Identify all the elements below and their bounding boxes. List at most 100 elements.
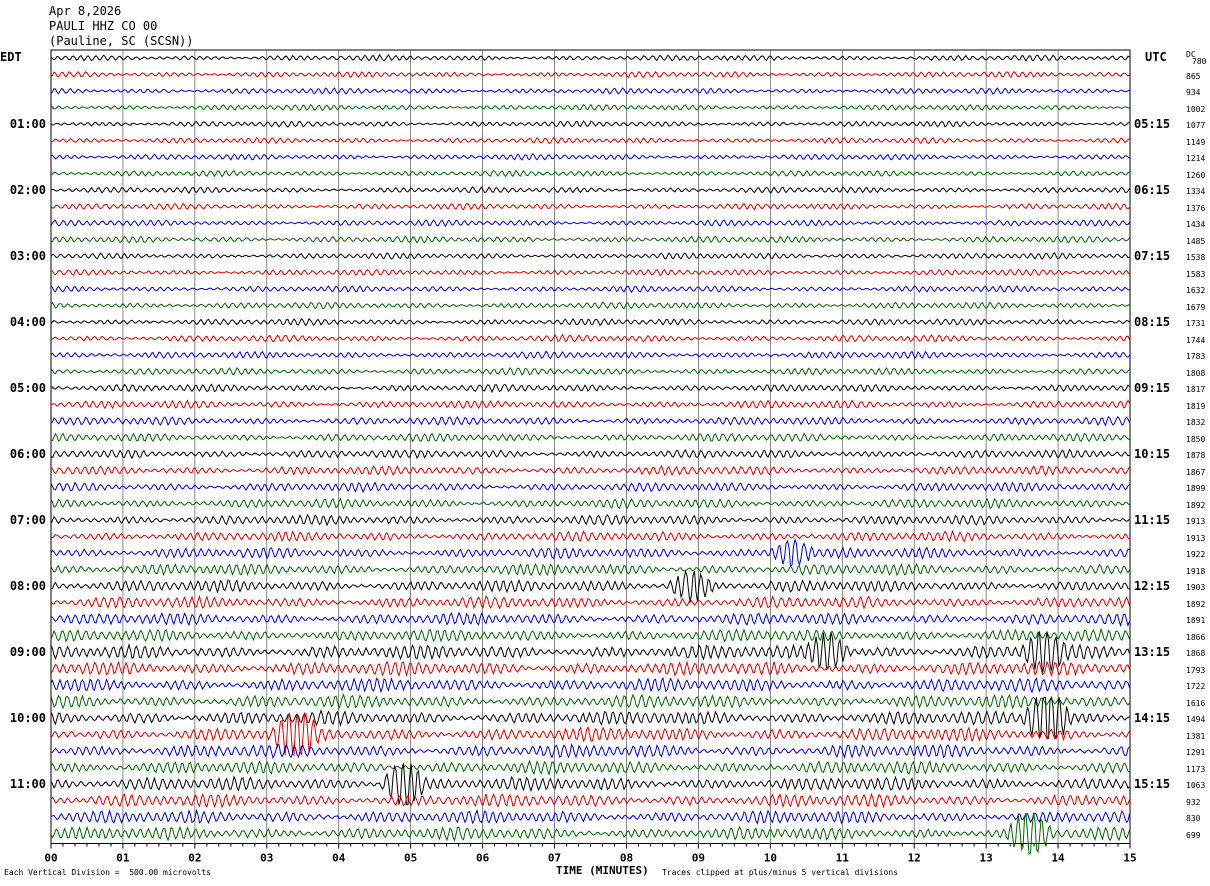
x-tick-label: 12 [908, 852, 921, 865]
trace-row-27 [50, 497, 1130, 510]
dc-offset-value: 1744 [1186, 335, 1206, 345]
trace-row-46 [50, 808, 1130, 825]
trace-row-7 [50, 169, 1130, 178]
left-hour-label: 11:00 [9, 777, 46, 791]
dc-offset-value: 1866 [1186, 632, 1206, 642]
dc-offset-value: 1077 [1186, 121, 1206, 130]
dc-offset-value: 1731 [1186, 319, 1206, 328]
left-timezone-label: EDT [0, 50, 22, 64]
x-tick-label: 10 [764, 852, 777, 865]
x-tick-label: 02 [188, 852, 201, 865]
trace-row-44 [50, 763, 1130, 806]
x-tick-label: 07 [548, 852, 561, 865]
dc-offset-value: 1878 [1186, 451, 1206, 460]
trace-row-35 [50, 627, 1130, 643]
dc-offset-value: 1868 [1186, 649, 1206, 658]
right-timezone-label: UTC [1145, 50, 1167, 64]
dc-offset-value: 1891 [1186, 616, 1206, 625]
trace-row-25 [50, 464, 1130, 477]
trace-row-6 [50, 153, 1130, 161]
x-tick-label: 00 [44, 852, 57, 865]
dc-offset-value: 932 [1186, 797, 1201, 807]
right-hour-label: 14:15 [1134, 711, 1171, 725]
trace-row-20 [50, 383, 1130, 394]
dc-offset-value: 934 [1186, 88, 1201, 97]
dc-offset-value: 1002 [1186, 104, 1206, 114]
trace-row-23 [50, 432, 1130, 443]
trace-row-31 [50, 562, 1130, 577]
trace-row-12 [50, 252, 1130, 260]
trace-row-32 [51, 569, 1130, 603]
trace-row-4 [50, 120, 1130, 128]
trace-row-47 [50, 812, 1130, 856]
trace-row-10 [50, 219, 1130, 228]
dc-offset-value: 1679 [1186, 302, 1206, 312]
x-tick-label: 11 [836, 852, 850, 865]
x-tick-label: 13 [980, 852, 993, 865]
right-hour-label: 08:15 [1134, 315, 1171, 329]
dc-offset-value: 1334 [1186, 187, 1206, 196]
dc-offset-value: 830 [1186, 814, 1201, 823]
dc-offset-value: 1494 [1186, 715, 1206, 724]
right-hour-label: 07:15 [1134, 249, 1171, 263]
x-tick-label: 05 [404, 852, 417, 865]
dc-offset-value: 1149 [1186, 137, 1206, 147]
dc-offset-value: 1538 [1186, 253, 1206, 262]
trace-row-17 [50, 333, 1130, 343]
x-tick-label: 14 [1051, 852, 1065, 865]
trace-row-8 [50, 186, 1130, 194]
dc-offset-value: 780 [1192, 57, 1207, 66]
trace-row-5 [50, 136, 1130, 145]
dc-offset-value: 1381 [1186, 731, 1206, 741]
dc-offset-value: 1376 [1186, 203, 1206, 213]
x-axis-title: TIME (MINUTES) [556, 864, 649, 877]
left-hour-label: 08:00 [9, 579, 46, 593]
trace-row-1 [50, 70, 1130, 79]
dc-offset-value: 1892 [1186, 500, 1206, 510]
right-hour-label: 12:15 [1134, 579, 1171, 593]
trace-row-9 [50, 202, 1130, 211]
right-hour-label: 13:15 [1134, 645, 1171, 659]
trace-row-22 [50, 415, 1130, 427]
header-station: PAULI HHZ CO 00 [49, 19, 158, 33]
trace-row-39 [50, 693, 1130, 711]
right-hour-label: 10:15 [1134, 447, 1171, 461]
left-hour-label: 10:00 [9, 711, 46, 725]
trace-row-36 [50, 631, 1130, 673]
dc-offset-value: 1485 [1186, 236, 1206, 246]
dc-offset-value: 1918 [1186, 566, 1206, 576]
dc-offset-value: 1063 [1186, 781, 1206, 790]
trace-row-29 [50, 529, 1130, 543]
dc-offset-value: 1819 [1186, 401, 1206, 411]
trace-row-30 [50, 537, 1130, 567]
x-tick-label: 09 [692, 852, 705, 865]
trace-row-26 [50, 481, 1130, 494]
trace-row-37 [50, 660, 1130, 678]
seismic-traces [50, 53, 1130, 856]
dc-offset-value: 1793 [1186, 665, 1206, 675]
left-hour-label: 03:00 [9, 249, 46, 263]
left-hour-label: 02:00 [9, 183, 46, 197]
dc-offset-value: 1867 [1186, 467, 1206, 477]
trace-row-16 [50, 317, 1130, 327]
right-hour-label: 11:15 [1134, 513, 1171, 527]
trace-row-2 [50, 87, 1130, 95]
dc-offset-value: 1808 [1186, 368, 1206, 378]
trace-row-28 [50, 513, 1130, 527]
x-tick-label: 15 [1123, 852, 1136, 865]
x-tick-label: 04 [332, 852, 346, 865]
trace-row-41 [50, 711, 1130, 756]
header-date: Apr 8,2026 [49, 4, 122, 18]
trace-row-0 [50, 53, 1130, 62]
right-hour-label: 06:15 [1134, 183, 1171, 197]
plot-frame [50, 49, 1131, 844]
dc-offset-value: 1817 [1186, 385, 1206, 394]
dc-offset-value: 1632 [1186, 286, 1206, 295]
trace-row-18 [50, 350, 1130, 360]
left-hour-label: 06:00 [9, 447, 46, 461]
dc-offset-value: 1583 [1186, 269, 1206, 279]
trace-row-42 [50, 743, 1130, 760]
dc-offset-value: 1260 [1186, 170, 1206, 180]
minute-grid [50, 49, 1131, 844]
